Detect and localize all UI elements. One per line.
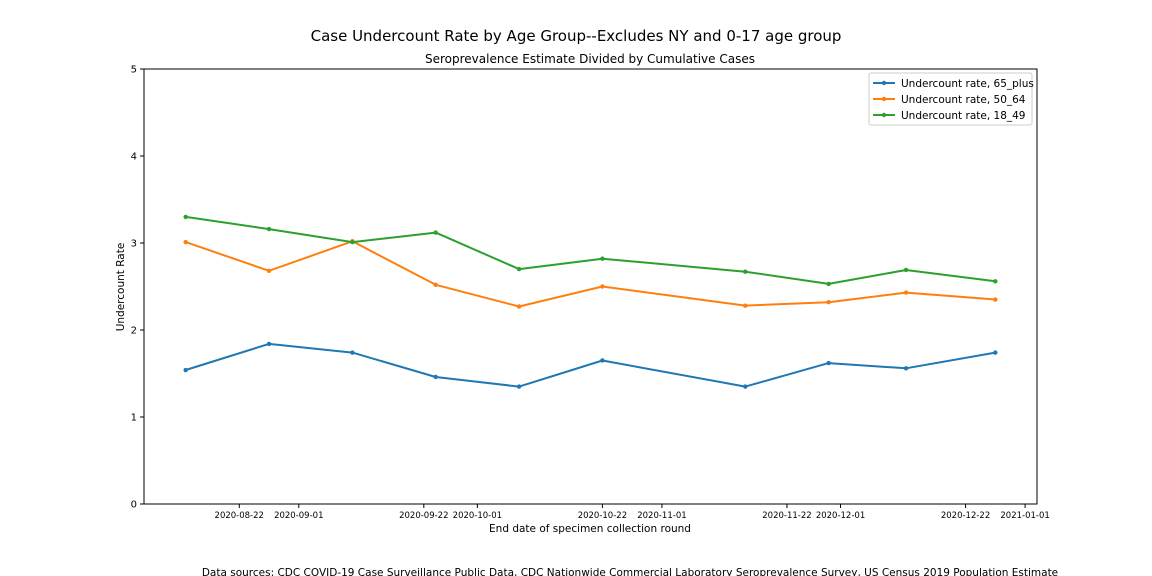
series-lines xyxy=(183,214,998,389)
plot-frame xyxy=(143,68,1038,505)
y-axis: 0 1 2 3 4 5 xyxy=(131,65,144,511)
legend-label: Undercount rate, 50_64 xyxy=(901,94,1026,106)
y-tick-label: 1 xyxy=(131,413,137,424)
legend-marker xyxy=(881,96,887,102)
data-point xyxy=(266,268,272,274)
y-tick-label: 4 xyxy=(131,152,137,163)
x-tick-label: 2020-11-01 xyxy=(637,511,686,521)
data-point xyxy=(743,384,748,389)
legend-label: Undercount rate, 65_plus xyxy=(901,78,1034,90)
data-point xyxy=(826,281,831,287)
data-point xyxy=(516,266,522,272)
x-tick-label: 2020-09-22 xyxy=(399,511,448,521)
x-tick-label: 2020-11-22 xyxy=(762,511,811,521)
data-point xyxy=(826,299,831,305)
y-tick-label: 5 xyxy=(131,65,137,76)
data-point xyxy=(903,290,909,295)
x-tick-label: 2021-01-01 xyxy=(1000,511,1049,521)
legend: Undercount rate, 65_plus Undercount rate,… xyxy=(868,72,1034,126)
data-point xyxy=(516,304,522,309)
data-point xyxy=(266,226,272,232)
data-point xyxy=(743,303,748,308)
legend-label: Undercount rate, 18_49 xyxy=(901,110,1026,122)
y-tick-label: 0 xyxy=(131,500,137,511)
series-line-2 xyxy=(185,215,996,285)
data-point xyxy=(903,267,909,273)
data-point xyxy=(993,297,998,302)
data-point xyxy=(600,256,605,261)
y-tick-label: 3 xyxy=(131,239,137,250)
data-point xyxy=(903,366,909,371)
data-point xyxy=(433,374,438,380)
x-tick-label: 2020-08-22 xyxy=(215,511,264,521)
data-point xyxy=(600,284,605,289)
chart-subtitle: Seroprevalence Estimate Divided by Cumul… xyxy=(425,52,755,66)
chart-title: Case Undercount Rate by Age Group--Exclu… xyxy=(311,27,842,45)
data-point xyxy=(826,360,831,366)
x-tick-label: 2020-10-01 xyxy=(453,511,502,521)
x-axis: 2020-08-22 2020-09-01 2020-09-22 2020-10-01… xyxy=(215,504,1050,521)
data-point xyxy=(516,384,522,389)
data-point xyxy=(183,214,188,220)
data-point xyxy=(993,279,998,284)
data-point xyxy=(266,341,272,347)
data-point xyxy=(993,350,998,355)
x-axis-label: End date of specimen collection round xyxy=(489,523,691,535)
y-tick-label: 2 xyxy=(131,326,137,337)
data-sources-footnote: Data sources: CDC COVID-19 Case Surveill… xyxy=(202,567,1058,576)
legend-box xyxy=(868,72,1033,126)
x-tick-label: 2020-09-01 xyxy=(274,511,323,521)
series-line-0 xyxy=(185,342,996,388)
x-tick-label: 2020-10-22 xyxy=(578,511,627,521)
data-point xyxy=(183,367,188,373)
data-point xyxy=(350,350,355,355)
y-axis-label: Undercount Rate xyxy=(115,243,127,332)
data-point xyxy=(433,282,438,287)
data-point xyxy=(183,239,188,245)
legend-marker xyxy=(881,80,887,86)
data-point xyxy=(600,358,605,363)
legend-marker xyxy=(881,112,887,118)
x-tick-label: 2020-12-22 xyxy=(941,511,990,521)
data-point xyxy=(350,239,355,245)
x-tick-label: 2020-12-01 xyxy=(816,511,865,521)
data-point xyxy=(743,269,748,274)
series-line-1 xyxy=(185,240,996,308)
data-point xyxy=(433,230,438,235)
